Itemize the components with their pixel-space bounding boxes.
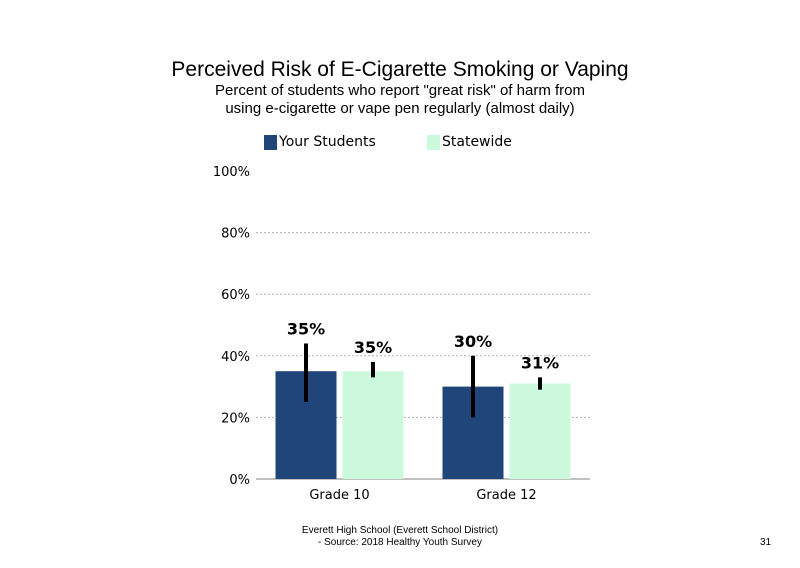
footer-survey-source: - Source: 2018 Healthy Youth Survey bbox=[318, 537, 482, 548]
legend-swatch-your-students bbox=[264, 134, 277, 150]
page-number: 31 bbox=[760, 537, 772, 548]
subtitle-line-1: Percent of students who report "great ri… bbox=[215, 82, 585, 99]
data-label-your-students-grade-12: 30% bbox=[454, 332, 492, 351]
chart-title: Perceived Risk of E-Cigarette Smoking or… bbox=[171, 58, 629, 81]
data-label-statewide-grade-12: 31% bbox=[521, 353, 559, 372]
y-tick-label-40: 40% bbox=[221, 350, 250, 365]
legend-item-statewide: Statewide bbox=[427, 134, 512, 150]
bar-statewide-grade-10 bbox=[342, 371, 404, 479]
legend-item-your-students: Your Students bbox=[264, 134, 376, 150]
y-tick-label-100: 100% bbox=[213, 165, 250, 180]
bar-statewide-grade-12 bbox=[509, 383, 571, 479]
legend-label-your-students: Your Students bbox=[279, 134, 376, 150]
y-tick-label-80: 80% bbox=[221, 227, 250, 242]
subtitle-line-2: using e-cigarette or vape pen regularly … bbox=[225, 100, 575, 117]
x-tick-label-grade-12: Grade 12 bbox=[476, 488, 536, 503]
y-tick-label-60: 60% bbox=[221, 288, 250, 303]
x-tick-label-grade-10: Grade 10 bbox=[309, 488, 369, 503]
footer-school: Everett High School (Everett School Dist… bbox=[301, 525, 499, 536]
y-tick-label-0: 0% bbox=[229, 473, 250, 488]
data-label-statewide-grade-10: 35% bbox=[354, 338, 392, 357]
data-label-your-students-grade-10: 35% bbox=[287, 319, 325, 338]
legend-swatch-statewide bbox=[427, 134, 440, 150]
footer-source: Everett High School (Everett School Dist… bbox=[250, 525, 550, 549]
legend-label-statewide: Statewide bbox=[442, 134, 512, 150]
chart-subtitle: Percent of students who report "great ri… bbox=[0, 82, 800, 118]
y-tick-label-20: 20% bbox=[221, 411, 250, 426]
